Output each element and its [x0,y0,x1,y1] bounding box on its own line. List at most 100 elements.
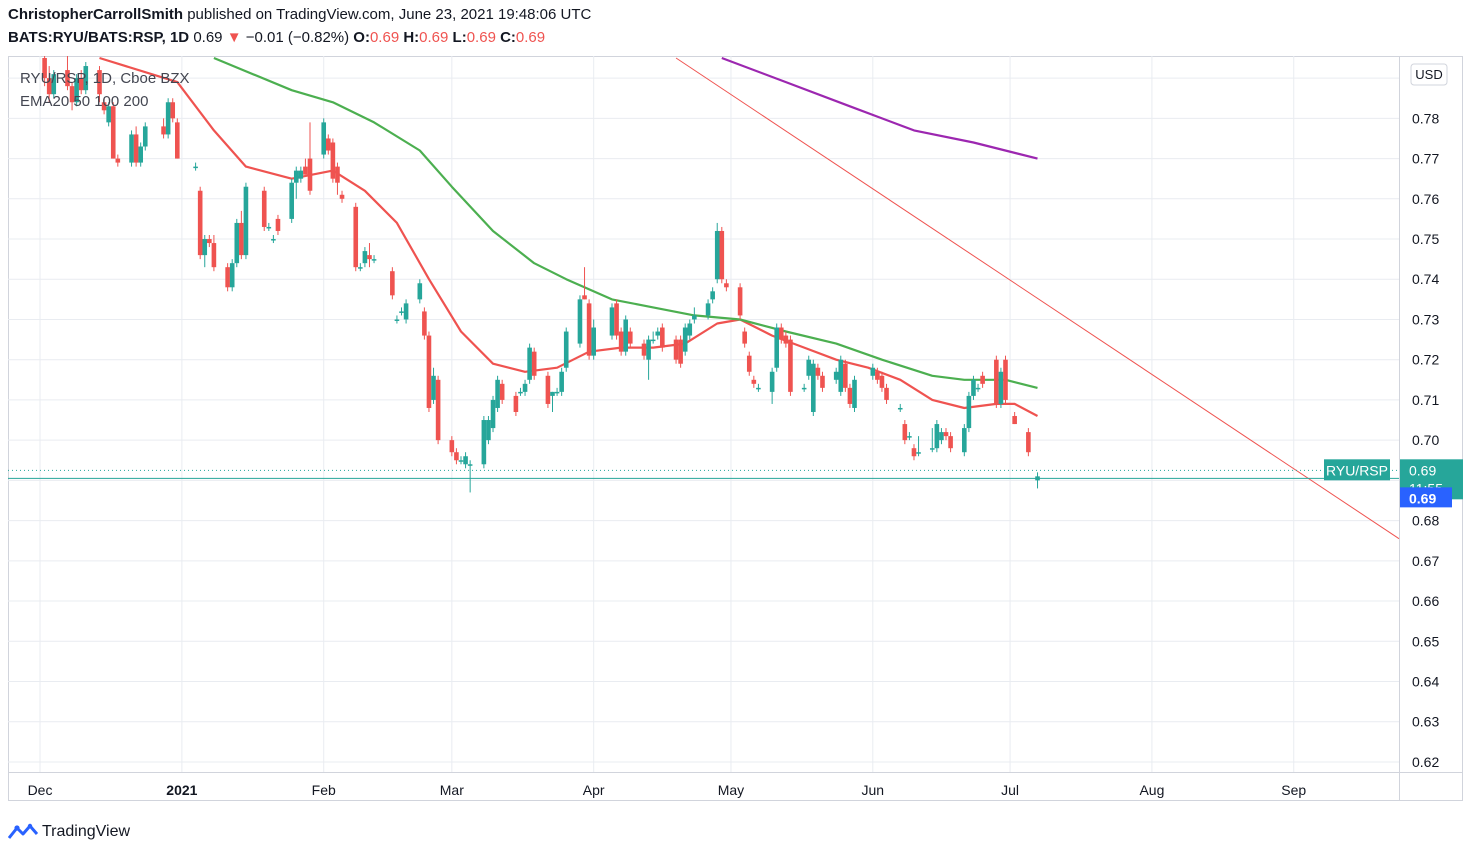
candle-down [746,351,752,376]
candle-body [609,307,615,336]
candle-down [454,448,459,465]
legend-indicators: EMA20 50 100 200 [20,93,149,110]
author-name[interactable]: ChristopherCarrollSmith [8,6,184,23]
publish-text: published on TradingView.com, June 23, 2… [187,6,592,23]
candle-up [591,319,596,360]
candle-up [756,383,761,392]
price-change: −0.01 (−0.82%) [245,29,350,46]
candle-up [838,355,844,396]
candle-body [655,331,661,336]
candle-up [833,367,839,384]
candle-body [545,375,551,404]
tradingview-logo-icon [8,823,38,839]
price-tick-label: 0.77 [1412,151,1439,167]
candle-down [948,432,953,453]
tradingview-footer[interactable]: TradingView [8,820,130,844]
candle-down [275,214,281,235]
candle-body [939,432,944,441]
candle-down [884,383,889,404]
candle-up [609,303,615,340]
candle-down [390,267,395,300]
candle-up [1035,472,1040,489]
candle-body [298,170,304,179]
candle-body [51,74,57,95]
candle-body [74,78,79,103]
candle-body [582,295,587,300]
candle-up [559,367,564,396]
horizontal-lines[interactable] [8,469,1399,479]
candle-body [229,263,235,288]
candle-up [550,391,555,412]
price-chart[interactable]: 0.790.780.770.760.750.740.730.720.710.70… [8,37,1463,810]
candle-body [774,327,780,368]
candle-body [69,86,75,103]
candle-body [358,267,363,269]
candle-body [929,448,935,450]
candle-body [275,218,281,231]
legend-symbol: RYU/RSP, 1D, Cboe BZX [20,70,190,87]
candle-body [303,166,308,175]
candle-body [499,383,505,400]
candle-body [467,464,473,466]
candle-up [870,363,876,380]
open-label: O: [353,29,370,46]
candle-up [692,307,697,324]
candle-body [820,375,825,388]
candle-body [513,395,519,412]
chart-legend[interactable]: RYU/RSP, 1D, Cboe BZX EMA20 50 100 200 [20,67,190,113]
candle-up [129,130,134,167]
price-axis[interactable]: 0.790.780.770.760.750.740.730.720.710.70… [1412,70,1439,770]
candle-down [499,379,505,404]
candle-body [271,239,276,241]
candle-up [650,331,656,344]
price-tick-label: 0.71 [1412,392,1439,408]
candle-up [769,367,775,404]
candle-down [207,235,212,248]
candle-body [42,58,47,79]
currency-badge[interactable]: USD [1410,63,1448,86]
candle-down [586,299,592,360]
candle-up [458,456,464,465]
chart-frame [8,56,1463,801]
time-axis[interactable]: Dec 2021 Feb Mar Apr May Jun Jul Aug Sep [28,782,1307,798]
candle-body [646,339,651,360]
candle-body [165,102,171,135]
candle-down [660,323,665,352]
candle-down [815,363,821,380]
candle-body [225,267,230,288]
candle-body [161,126,166,135]
price-tick-label: 0.65 [1412,633,1439,649]
symbol-label: BATS:RYU/BATS:RSP, 1D [8,29,190,46]
candle-body [490,399,496,429]
candle-body [193,166,198,169]
candle-body [431,375,436,400]
candle-body [897,407,903,410]
candle-up [623,315,629,356]
candle-down [170,98,176,123]
candle-body [1012,416,1017,425]
price-tick-label: 0.66 [1412,593,1439,609]
candle-down [435,375,441,445]
candle-down [161,118,166,139]
candle-body [778,327,784,340]
chart-area[interactable]: 0.790.780.770.760.750.740.730.720.710.70… [8,37,1463,810]
low-value: 0.69 [466,29,496,46]
time-tick-label: Apr [583,782,605,798]
candle-up [522,379,528,396]
candle-body [550,391,555,396]
candle-up [74,74,79,107]
time-tick-label: Dec [28,782,53,798]
candle-down [879,371,885,392]
candle-body [852,379,857,408]
candle-body [426,335,432,408]
trendline-line[interactable] [675,57,1400,540]
candle-body [101,102,107,111]
candle-body [783,335,789,344]
candle-down [943,428,949,441]
trendline[interactable] [675,57,1400,540]
publish-info: ChristopherCarrollSmith published on Tra… [8,6,591,23]
tradingview-brand: TradingView [42,823,131,840]
candle-body [650,339,656,342]
candle-down [225,263,230,292]
candle-down [211,235,217,272]
